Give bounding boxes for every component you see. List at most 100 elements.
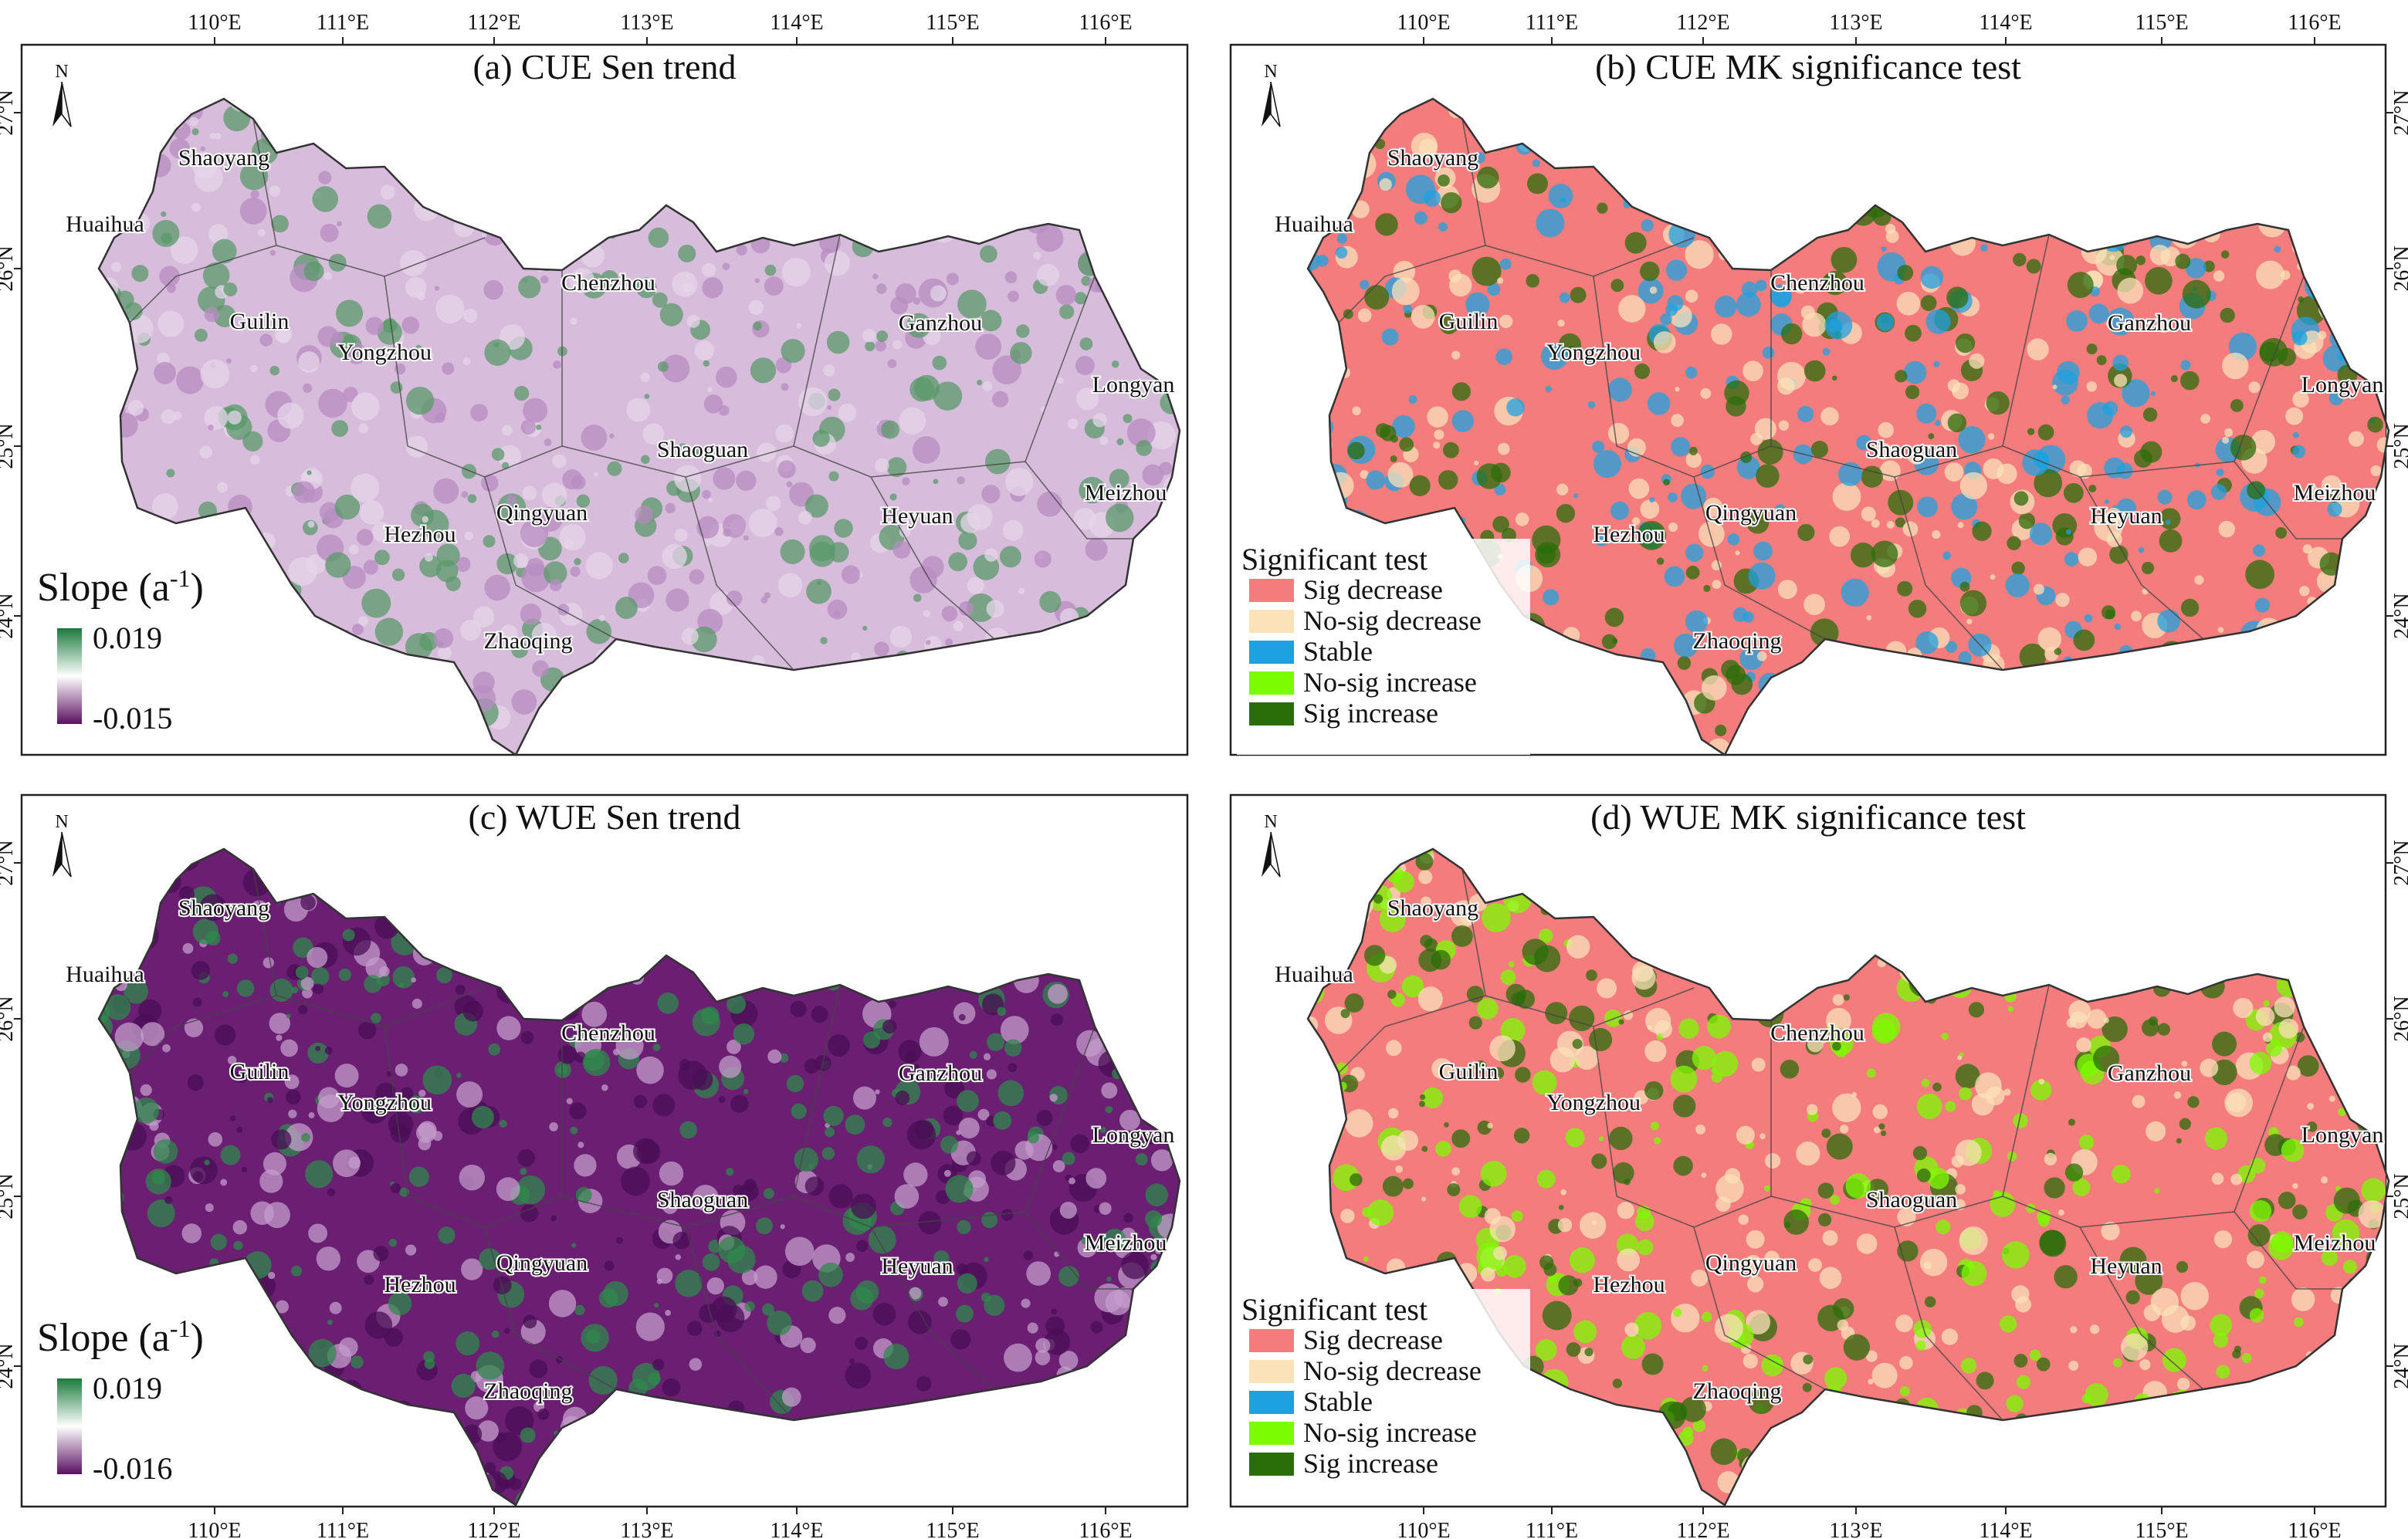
lat-tick-label: 24°N xyxy=(2390,1343,2408,1388)
panel-title: (d) WUE MK significance test xyxy=(1590,797,2026,837)
legend-item-label: Stable xyxy=(1303,636,1373,667)
city-label: Guilin xyxy=(1439,1059,1499,1084)
north-arrow-icon: N xyxy=(52,812,72,878)
admin-boundary xyxy=(1025,1211,1133,1290)
north-label: N xyxy=(1264,62,1277,82)
city-label: Ganzhou xyxy=(899,310,982,336)
legend-min: -0.015 xyxy=(93,701,172,736)
city-label: Yongzhou xyxy=(1546,1090,1641,1115)
admin-boundary xyxy=(1338,995,1486,1074)
admin-boundary xyxy=(561,234,841,478)
city-label: Huaihua xyxy=(1275,962,1353,987)
legend: Slope (a-1) 0.019 -0.016 xyxy=(37,1314,204,1486)
city-label: Huaihua xyxy=(66,962,144,987)
admin-boundary xyxy=(685,476,794,671)
lat-tick-label: 25°N xyxy=(2390,1173,2408,1219)
legend-title: Significant test xyxy=(1241,1292,1428,1327)
admin-boundary xyxy=(1894,1226,2003,1421)
city-label: Meizhou xyxy=(2294,1230,2376,1256)
lat-tick-label: 26°N xyxy=(0,245,18,291)
legend-max: 0.019 xyxy=(93,621,162,655)
city-label: Ganzhou xyxy=(2108,1060,2191,1086)
lon-tick-label: 111°E xyxy=(1526,1519,1578,1539)
admin-boundary xyxy=(685,1226,794,1421)
lat-tick-label: 27°N xyxy=(0,840,18,885)
city-label: Qingyuan xyxy=(496,500,588,526)
north-label: N xyxy=(55,812,68,832)
admin-boundary xyxy=(252,868,486,1027)
city-label: Shaoguan xyxy=(657,1187,748,1213)
lon-tick-label: 116°E xyxy=(2288,11,2341,35)
map-panel-1: (a) CUE Sen trend N 110°E 111°E 112°E 113°E 11… xyxy=(0,11,1583,756)
city-label: Heyuan xyxy=(881,503,953,529)
legend-item-label: No-sig increase xyxy=(1303,1417,1477,1448)
legend-item-label: Sig increase xyxy=(1303,698,1438,729)
city-label: Shaoguan xyxy=(657,437,748,462)
lon-tick-label: 112°E xyxy=(467,1519,520,1539)
north-label: N xyxy=(55,62,68,82)
legend-item-label: Sig increase xyxy=(1303,1448,1438,1479)
admin-boundary xyxy=(129,995,277,1074)
map-panel-2: (b) CUE MK significance test N 110°E 111°E 1… xyxy=(1229,11,2408,756)
lat-tick-label: 25°N xyxy=(0,1173,18,1219)
admin-boundary xyxy=(1025,461,1133,539)
admin-boundary xyxy=(561,984,841,1228)
city-label: Qingyuan xyxy=(1705,500,1797,526)
city-label: Shaoyang xyxy=(178,895,269,921)
city-label: Zhaoqing xyxy=(484,1378,573,1404)
city-label: Hezhou xyxy=(1593,1272,1665,1297)
legend-swatch xyxy=(1249,641,1294,664)
legend-title: Slope (a-1) xyxy=(37,1314,204,1360)
admin-boundary xyxy=(1338,245,1486,323)
city-label: Ganzhou xyxy=(2108,310,2191,336)
lat-tick-label: 26°N xyxy=(2390,996,2408,1041)
lat-tick-label: 27°N xyxy=(2390,840,2408,885)
city-label: Chenzhou xyxy=(1770,270,1864,296)
lon-tick-label: 115°E xyxy=(2135,1519,2188,1539)
lon-tick-label: 110°E xyxy=(188,11,241,35)
lat-tick-label: 25°N xyxy=(2390,423,2408,468)
city-label: Huaihua xyxy=(1275,211,1353,237)
legend-swatch xyxy=(1249,702,1294,726)
north-arrow-icon: N xyxy=(1262,62,1281,127)
lon-tick-label: 110°E xyxy=(188,1519,241,1539)
lon-tick-label: 111°E xyxy=(1526,11,1578,35)
admin-boundary xyxy=(484,476,617,640)
map-panel-3: (c) WUE Sen trend N 110°E 111°E 112°E 113°E 11… xyxy=(0,793,1583,1539)
legend-swatch xyxy=(1249,1360,1294,1383)
city-label: Qingyuan xyxy=(496,1250,588,1276)
city-label: Longyan xyxy=(1092,372,1175,397)
lon-tick-label: 112°E xyxy=(1676,1519,1729,1539)
lat-tick-label: 26°N xyxy=(0,996,18,1041)
legend-item-label: Stable xyxy=(1303,1386,1373,1417)
lon-tick-label: 115°E xyxy=(926,11,979,35)
city-label: Longyan xyxy=(1092,1122,1175,1148)
city-label: Shaoyang xyxy=(1387,895,1478,921)
lon-tick-label: 113°E xyxy=(1829,11,1882,35)
lat-tick-label: 26°N xyxy=(2390,245,2408,291)
lon-tick-label: 115°E xyxy=(2135,11,2188,35)
region-boundary xyxy=(1306,97,2390,756)
admin-boundary xyxy=(1770,234,2050,478)
lon-tick-label: 110°E xyxy=(1397,1519,1450,1539)
lon-tick-label: 112°E xyxy=(1676,11,1729,35)
admin-boundary xyxy=(2234,461,2342,539)
city-label: Longyan xyxy=(2301,372,2384,397)
admin-boundary xyxy=(1770,984,2050,1228)
lon-tick-label: 114°E xyxy=(770,11,823,35)
lat-tick-label: 27°N xyxy=(2390,90,2408,135)
legend-swatch xyxy=(1249,610,1294,633)
city-label: Meizhou xyxy=(1085,480,1167,506)
legend-item-label: Sig decrease xyxy=(1303,1324,1443,1355)
city-label: Yongzhou xyxy=(1546,340,1641,365)
lon-tick-label: 115°E xyxy=(926,1519,979,1539)
legend-item-label: No-sig decrease xyxy=(1303,605,1482,636)
city-label: Meizhou xyxy=(2294,480,2376,506)
city-label: Shaoguan xyxy=(1866,1187,1957,1213)
city-label: Hezhou xyxy=(1593,522,1665,547)
admin-boundary xyxy=(2002,1026,2305,1228)
city-label: Ganzhou xyxy=(899,1060,982,1086)
city-label: Guilin xyxy=(230,1059,290,1084)
